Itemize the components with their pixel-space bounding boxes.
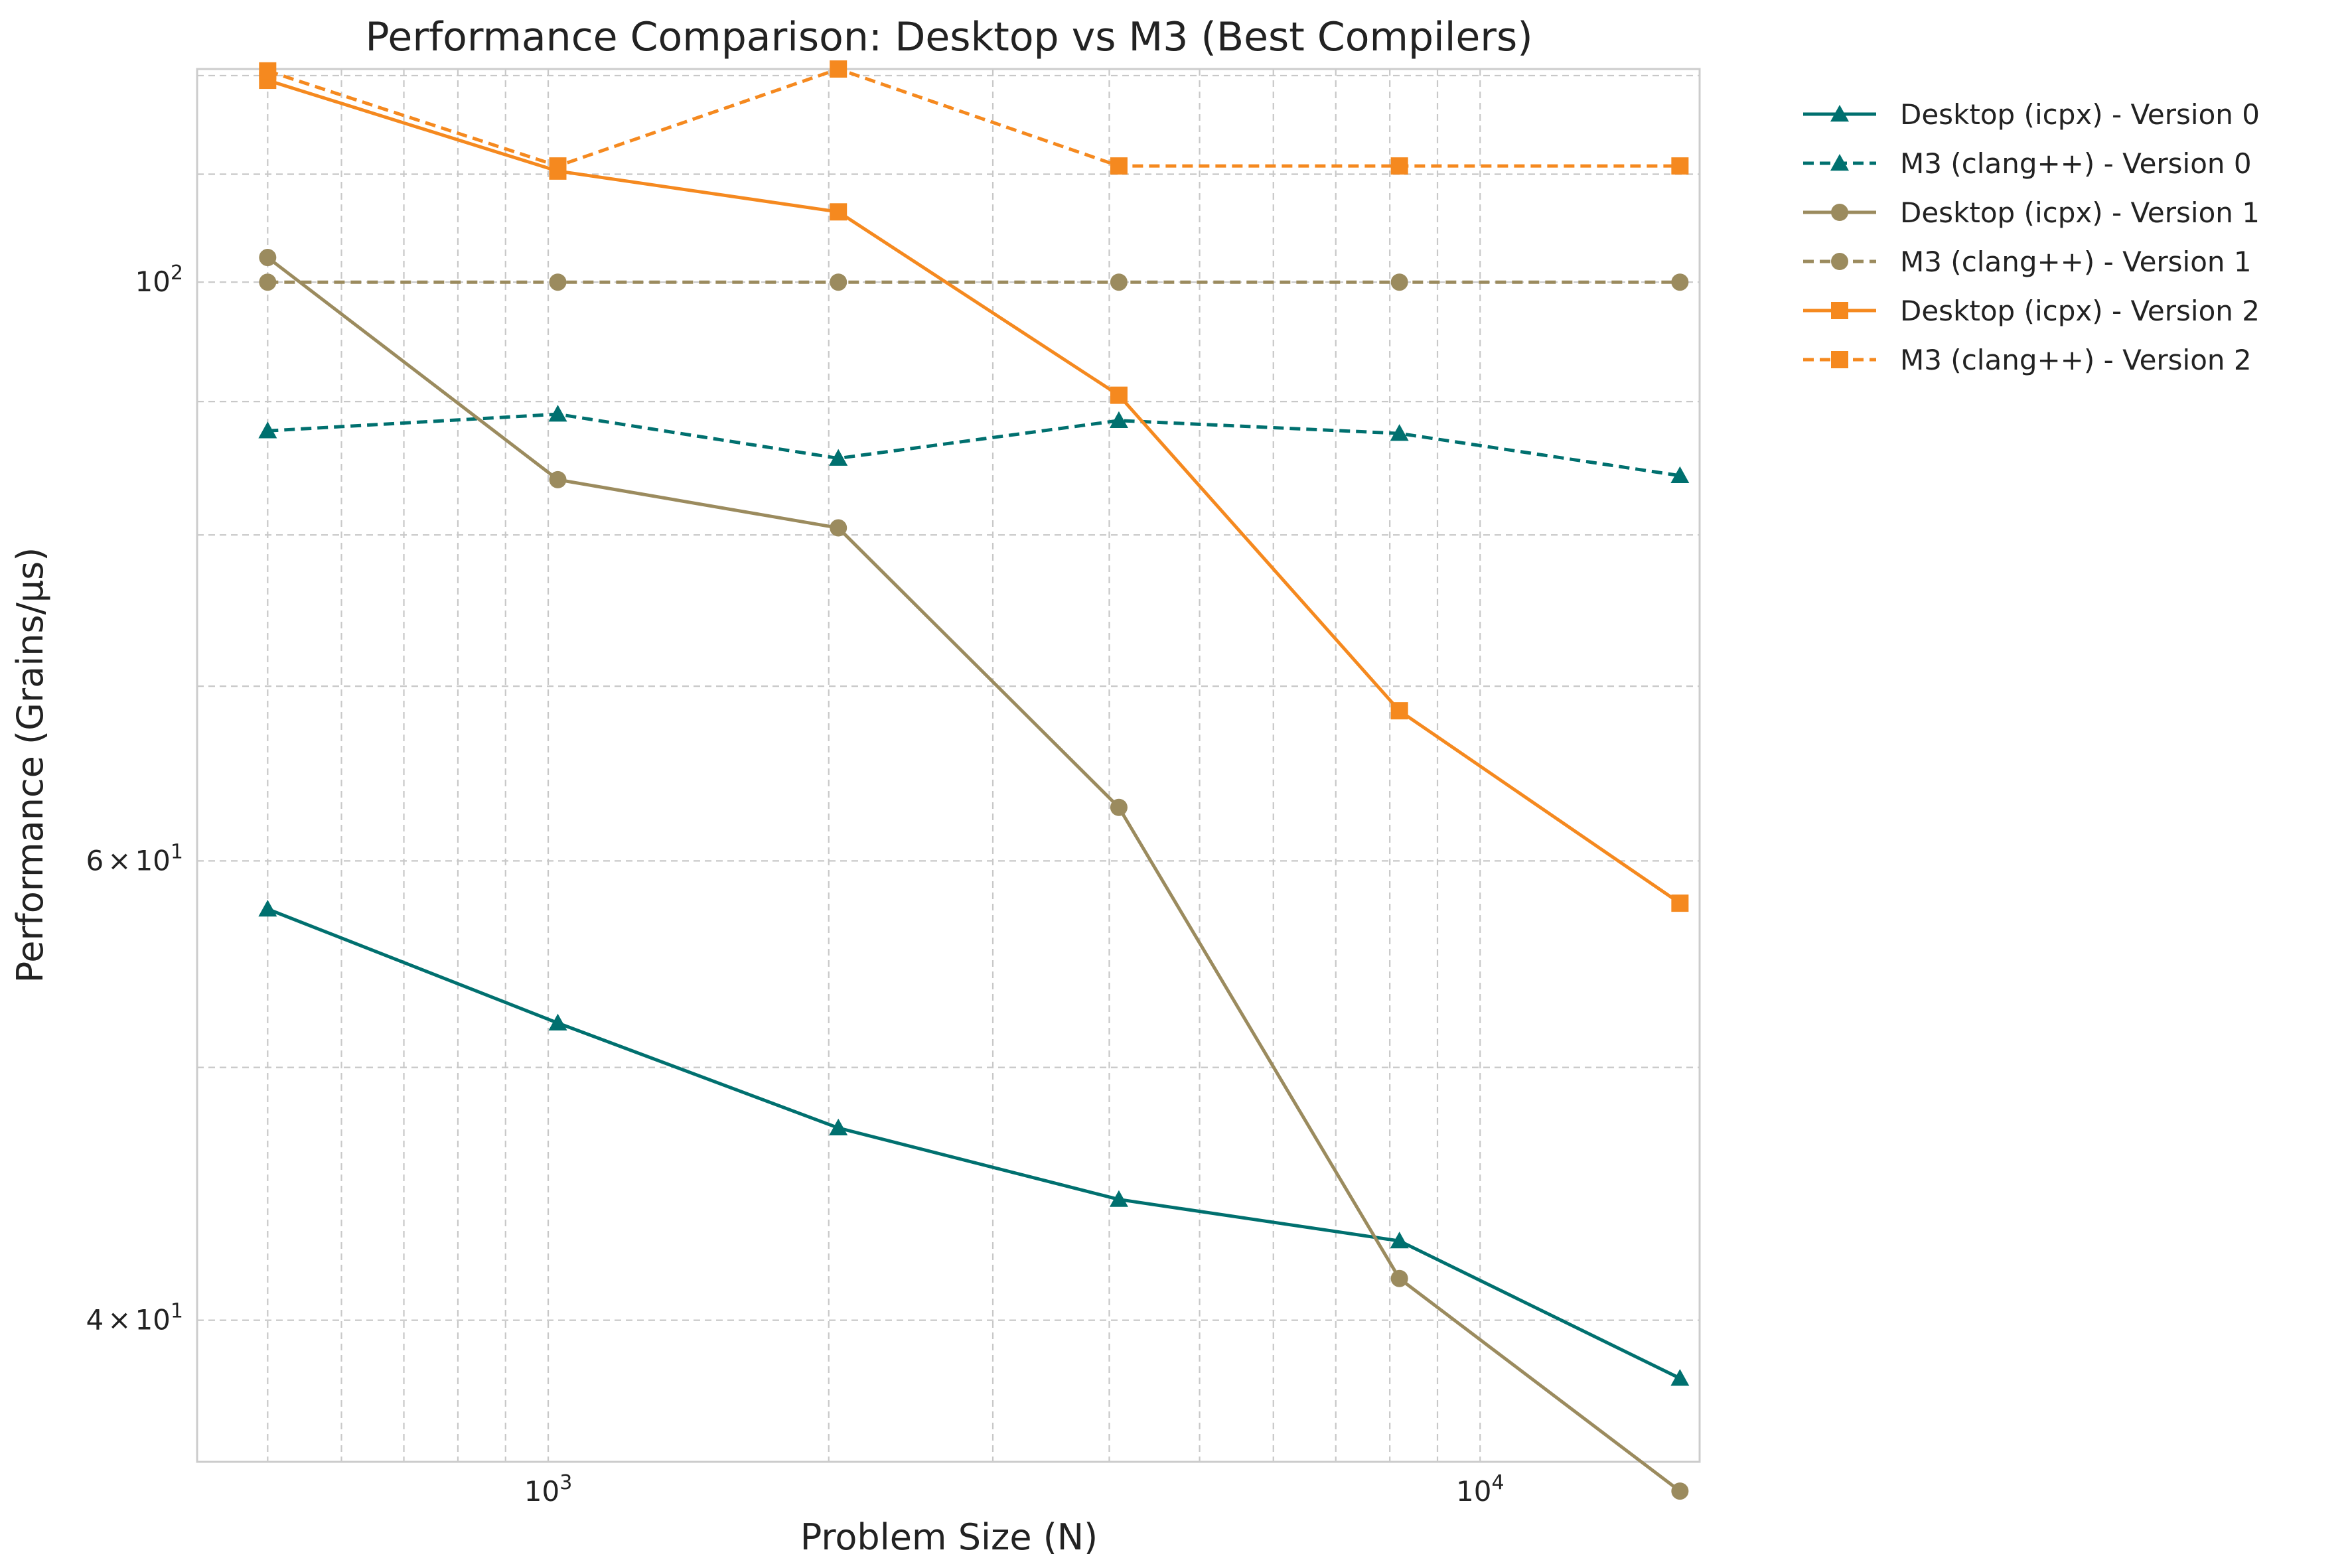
series-layer <box>258 60 1690 1500</box>
legend-label: M3 (clang++) - Version 2 <box>1900 344 2252 376</box>
data-point <box>1110 273 1128 291</box>
series-1 <box>258 405 1690 483</box>
data-point <box>549 470 567 488</box>
legend-item: Desktop (icpx) - Version 0 <box>1803 98 2260 131</box>
grid <box>197 69 1700 1462</box>
data-point <box>259 273 277 291</box>
legend: Desktop (icpx) - Version 0 M3 (clang++) -… <box>1803 98 2260 376</box>
series-0 <box>258 900 1690 1386</box>
series-line <box>267 78 1681 905</box>
y-tick-label: 4 × 101 <box>86 1300 183 1336</box>
series-line <box>267 67 1680 168</box>
series-line <box>267 907 1681 1380</box>
series-4 <box>259 72 1689 912</box>
data-point <box>1109 411 1128 428</box>
x-tick-label: 104 <box>1456 1471 1505 1508</box>
y-axis-ticks: 4 × 101 6 × 101 102 <box>86 261 183 1336</box>
legend-label: M3 (clang++) - Version 1 <box>1900 246 2252 278</box>
series-line <box>266 256 1681 1493</box>
data-point <box>1390 1269 1408 1287</box>
y-tick-label: 102 <box>135 261 183 298</box>
y-axis-label: Performance (Grains/μs) <box>9 547 51 983</box>
legend-item: Desktop (icpx) - Version 2 <box>1803 295 2260 327</box>
data-point <box>830 273 847 291</box>
data-point <box>1110 798 1128 816</box>
series-line <box>267 412 1680 478</box>
legend-marker <box>1831 302 1848 319</box>
legend-label: Desktop (icpx) - Version 0 <box>1900 98 2260 131</box>
data-point <box>1110 386 1128 404</box>
x-axis-label: Problem Size (N) <box>800 1516 1098 1558</box>
data-point <box>549 273 567 291</box>
data-point <box>829 1118 848 1135</box>
data-point <box>1671 894 1689 912</box>
chart-title: Performance Comparison: Desktop vs M3 (B… <box>365 14 1532 60</box>
plot-frame <box>196 68 1701 1463</box>
data-point <box>259 62 277 80</box>
x-axis-ticks: 103 104 <box>524 1471 1505 1508</box>
series-2 <box>259 249 1689 1500</box>
data-point <box>1671 157 1689 175</box>
legend-marker <box>1830 154 1849 171</box>
series-3 <box>259 273 1689 291</box>
legend-item: M3 (clang++) - Version 2 <box>1803 344 2252 376</box>
series-5 <box>259 60 1689 175</box>
legend-marker <box>1831 351 1848 368</box>
data-point <box>1390 702 1408 720</box>
legend-item: M3 (clang++) - Version 0 <box>1803 147 2252 180</box>
data-point <box>829 449 848 466</box>
legend-item: Desktop (icpx) - Version 1 <box>1803 196 2260 229</box>
legend-marker <box>1831 204 1848 221</box>
data-point <box>830 60 847 78</box>
data-point <box>830 519 847 537</box>
data-point <box>1109 1190 1128 1207</box>
data-point <box>1670 1369 1690 1386</box>
data-point <box>830 203 847 221</box>
data-point <box>548 405 567 422</box>
data-point <box>1390 157 1408 175</box>
x-tick-label: 103 <box>524 1471 573 1508</box>
data-point <box>259 249 277 267</box>
y-tick-label: 6 × 101 <box>86 840 183 877</box>
data-point <box>258 900 277 917</box>
data-point <box>1390 273 1408 291</box>
legend-label: M3 (clang++) - Version 0 <box>1900 147 2252 180</box>
legend-label: Desktop (icpx) - Version 1 <box>1900 196 2260 229</box>
data-point <box>549 157 567 175</box>
legend-item: M3 (clang++) - Version 1 <box>1803 246 2252 278</box>
data-point <box>1390 424 1409 441</box>
data-point <box>1671 1482 1689 1500</box>
data-point <box>1110 157 1128 175</box>
data-point <box>1670 466 1690 483</box>
data-point <box>1390 1232 1409 1249</box>
legend-marker <box>1831 253 1848 270</box>
legend-marker <box>1830 105 1849 122</box>
data-point <box>1671 273 1689 291</box>
legend-label: Desktop (icpx) - Version 2 <box>1900 295 2260 327</box>
data-point <box>258 421 277 439</box>
data-point <box>548 1013 567 1031</box>
